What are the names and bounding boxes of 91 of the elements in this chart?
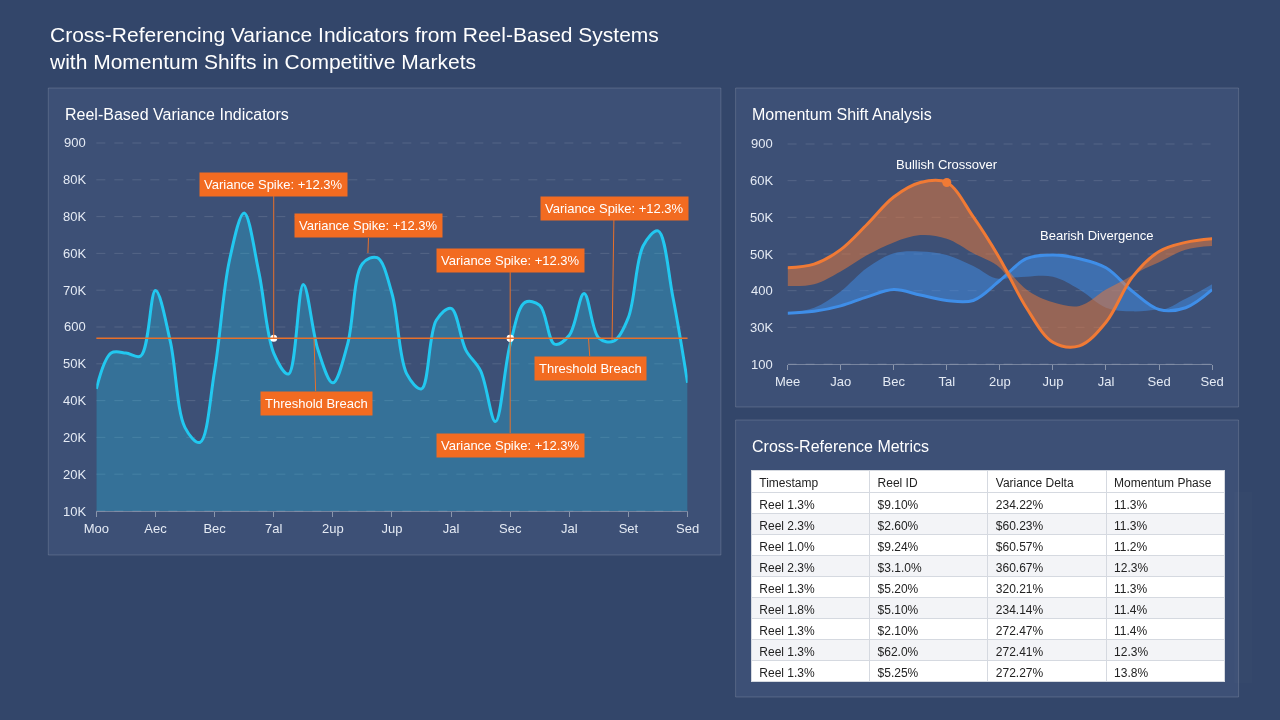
text: Reel 1.3% — [759, 498, 815, 512]
text: 900 — [64, 135, 86, 150]
chart-title: Reel-Based Variance Indicators — [65, 106, 289, 123]
annotation: Variance Spike: +12.3% — [204, 177, 343, 192]
x-tick-label: Jup — [381, 520, 403, 536]
x-tick-label: Bec — [882, 373, 906, 389]
text: 100 — [751, 357, 773, 372]
x-tick-label: Jup — [1042, 373, 1064, 389]
text: 11.4% — [1114, 603, 1148, 617]
x-tick-label: Jal — [442, 520, 460, 536]
text: Reel 1.3% — [759, 582, 815, 596]
x-tick-label: Sed — [675, 520, 700, 536]
text: 50K — [63, 356, 87, 371]
text: $5.10% — [877, 603, 919, 617]
text: $3.1.0% — [877, 561, 922, 575]
annotation: Variance Spike: +12.3% — [299, 218, 438, 233]
x-tick-label: Set — [618, 520, 639, 536]
text: 900 — [751, 136, 773, 151]
annotation: Threshold Breach — [539, 361, 642, 376]
text: 20K — [63, 430, 87, 445]
x-tick-label: Aec — [144, 520, 168, 536]
text: 272.47% — [995, 624, 1044, 638]
annotation: Threshold Breach — [265, 396, 368, 411]
text: 234.14% — [995, 603, 1044, 617]
x-tick-label: Sed — [1147, 373, 1171, 389]
text: 50K — [750, 210, 774, 225]
text: 272.27% — [995, 666, 1044, 680]
text: Reel 1.0% — [759, 540, 815, 554]
text: 60K — [63, 246, 87, 261]
chart-title: Momentum Shift Analysis — [752, 106, 932, 123]
text: 11.4% — [1114, 624, 1148, 638]
text: $9.10% — [877, 498, 919, 512]
text: $2.60% — [877, 519, 919, 533]
text: 320.21% — [995, 582, 1044, 596]
x-tick-label: Moo — [83, 520, 109, 536]
text: Reel 1.3% — [759, 666, 815, 680]
text: 400 — [751, 283, 773, 298]
text: 80K — [63, 209, 87, 224]
text: 11.3% — [1114, 582, 1148, 596]
x-tick-label: 2up — [321, 520, 344, 536]
text: 40K — [63, 393, 87, 408]
category-label: Variance Delta — [995, 476, 1074, 490]
text: $9.24% — [877, 540, 919, 554]
text: $5.25% — [877, 666, 919, 680]
text: Reel 1.3% — [759, 645, 815, 659]
category-label: Momentum Phase — [1114, 476, 1212, 490]
text: 12.3% — [1114, 561, 1149, 575]
category-label: Timestamp — [759, 476, 819, 490]
text: 13.8% — [1114, 666, 1149, 680]
x-tick-label: 7al — [265, 520, 283, 536]
annotation: Bearish Divergence — [1040, 228, 1154, 243]
x-tick-label: Mee — [774, 373, 801, 389]
x-tick-label: Jao — [830, 373, 852, 389]
text: $60.23% — [995, 519, 1044, 533]
text: 11.2% — [1114, 540, 1148, 554]
x-tick-label: Jal — [561, 520, 578, 536]
x-tick-label: Bec — [203, 520, 227, 536]
text: $5.20% — [877, 582, 919, 596]
text: $2.10% — [877, 624, 919, 638]
text: 11.3% — [1114, 498, 1148, 512]
text: 20K — [63, 467, 87, 482]
text: $60.57% — [995, 540, 1044, 554]
text: 60K — [750, 173, 774, 188]
text: 10K — [63, 504, 87, 519]
text: 600 — [64, 319, 86, 334]
text: 272.41% — [995, 645, 1044, 659]
x-tick-label: 2up — [988, 373, 1011, 389]
text: $62.0% — [877, 645, 919, 659]
text: 360.67% — [995, 561, 1044, 575]
annotation: Variance Spike: +12.3% — [441, 438, 580, 453]
text: 11.3% — [1114, 519, 1148, 533]
annotation: Variance Spike: +12.3% — [441, 253, 580, 268]
text: Reel 2.3% — [759, 519, 815, 533]
text: Reel 2.3% — [759, 561, 815, 575]
x-tick-label: Sed — [1200, 373, 1224, 389]
text: 30K — [750, 320, 774, 335]
x-tick-label: Tal — [938, 373, 956, 389]
annotation: Variance Spike: +12.3% — [545, 201, 684, 216]
text: 234.22% — [995, 498, 1044, 512]
text: Cross-Referencing Variance Indicators from Reel-Based Systems with Momentum Shifts in Competitive Markets — [49, 23, 659, 74]
text: Cross-Reference Metrics — [752, 438, 929, 455]
annotation: Bullish Crossover — [896, 157, 998, 172]
x-tick-label: Sec — [499, 520, 522, 536]
text: Reel 1.3% — [759, 624, 815, 638]
text: 12.3% — [1114, 645, 1149, 659]
x-tick-label: Jal — [1097, 373, 1115, 389]
text: 50K — [750, 247, 774, 262]
text: 80K — [63, 172, 87, 187]
text: 70K — [63, 283, 87, 298]
text: Reel 1.8% — [759, 603, 815, 617]
category-label: Reel ID — [877, 476, 918, 490]
